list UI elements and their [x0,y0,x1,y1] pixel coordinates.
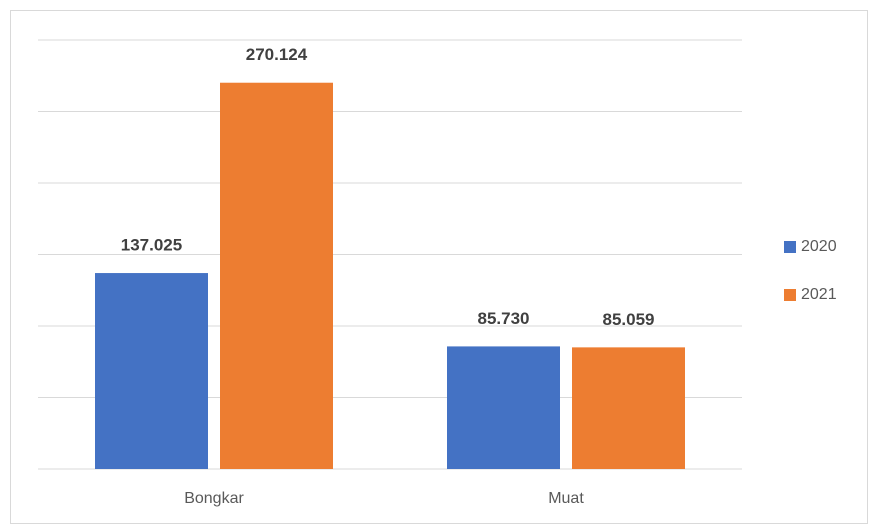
bar [95,273,208,469]
data-label: 270.124 [246,45,308,64]
bar [447,346,560,469]
legend-label: 2021 [801,286,837,303]
bar [572,347,685,469]
x-tick-label: Bongkar [184,490,244,507]
data-label: 137.025 [121,236,182,255]
chart-border [10,10,868,524]
legend-swatch [784,241,796,253]
bar [220,82,333,469]
legend-swatch [784,289,796,301]
data-label: 85.059 [603,310,655,329]
x-tick-label: Muat [548,490,584,507]
legend-label: 2020 [801,238,837,255]
data-label: 85.730 [478,309,530,328]
